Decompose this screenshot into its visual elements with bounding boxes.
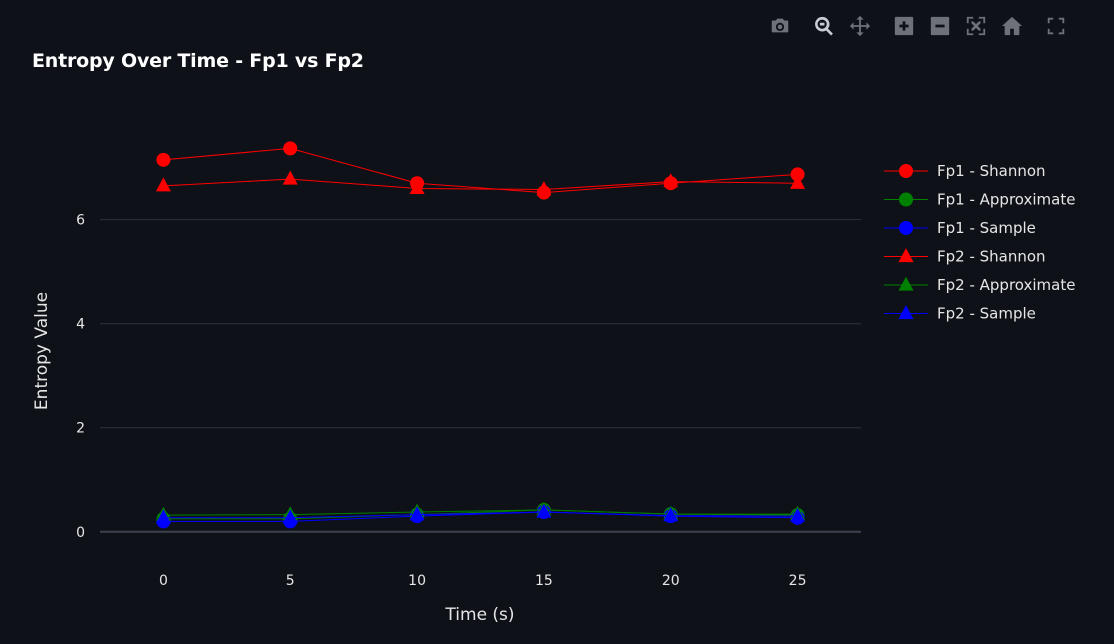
autoscale-icon [966, 16, 986, 36]
legend-label: Fp2 - Sample [937, 305, 1036, 323]
data-point-fp1-shannon[interactable] [156, 152, 171, 167]
y-tick-labels: 0 2 4 6 [76, 213, 85, 541]
home-icon [1001, 16, 1023, 36]
legend-label: Fp2 - Approximate [937, 276, 1075, 294]
gridlines [100, 219, 861, 533]
data-point-fp1-shannon[interactable] [790, 167, 805, 182]
data-point-fp2-sample[interactable] [790, 507, 806, 522]
legend: Fp1 - Shannon Fp1 - Approximate Fp1 - Samp… [884, 162, 1075, 323]
series-fp2-sample [155, 503, 806, 524]
data-point-fp2-shannon[interactable] [282, 170, 298, 185]
legend-marker [899, 164, 913, 178]
y-tick-label: 2 [76, 421, 85, 437]
legend-label: Fp1 - Shannon [937, 162, 1046, 180]
zoom-icon [815, 16, 833, 36]
legend-item-fp2-sample[interactable]: Fp2 - Sample [884, 305, 1036, 323]
data-point-fp2-shannon[interactable] [155, 177, 171, 192]
legend-marker [898, 248, 914, 263]
series-fp2-shannon [155, 170, 806, 196]
chart-title: Entropy Over Time - Fp1 vs Fp2 [32, 50, 364, 72]
legend-item-fp1-shannon[interactable]: Fp1 - Shannon [884, 162, 1046, 180]
x-tick-label: 20 [662, 573, 680, 589]
fullscreen-icon [1047, 17, 1065, 35]
legend-item-fp1-approximate[interactable]: Fp1 - Approximate [884, 191, 1075, 209]
fullscreen-button[interactable] [1038, 12, 1074, 40]
y-tick-label: 4 [76, 317, 85, 333]
data-point-fp2-sample[interactable] [663, 507, 679, 522]
autoscale-button[interactable] [958, 12, 994, 40]
x-tick-label: 25 [789, 573, 807, 589]
legend-label: Fp2 - Shannon [937, 248, 1046, 266]
legend-marker [899, 192, 913, 207]
y-axis-title: Entropy Value [32, 292, 52, 410]
x-tick-label: 0 [159, 573, 168, 589]
data-point-fp2-sample[interactable] [282, 509, 298, 524]
pan-button[interactable] [842, 12, 878, 40]
series-line-fp1-sample [163, 511, 798, 522]
legend-item-fp1-sample[interactable]: Fp1 - Sample [884, 219, 1036, 237]
legend-item-fp2-shannon[interactable]: Fp2 - Shannon [884, 248, 1046, 266]
x-tick-label: 10 [408, 573, 426, 589]
legend-marker [898, 276, 914, 291]
modebar [762, 12, 1074, 40]
data-point-fp2-sample[interactable] [155, 509, 171, 524]
x-tick-labels: 0 5 10 15 20 25 [159, 573, 807, 589]
zoom-button[interactable] [806, 12, 842, 40]
data-point-fp2-sample[interactable] [536, 503, 552, 518]
y-tick-label: 6 [76, 213, 85, 229]
data-point-fp2-shannon[interactable] [790, 174, 806, 189]
legend-item-fp2-approximate[interactable]: Fp2 - Approximate [884, 276, 1075, 294]
series-line-fp2-sample [163, 511, 798, 519]
zoom-out-icon [930, 16, 950, 36]
legend-marker [899, 221, 913, 235]
legend-label: Fp1 - Approximate [937, 191, 1075, 209]
zoom-out-button[interactable] [922, 12, 958, 40]
y-tick-label: 0 [76, 525, 85, 541]
data-point-fp2-shannon[interactable] [409, 180, 425, 195]
reset-axes-button[interactable] [994, 12, 1030, 40]
legend-label: Fp1 - Sample [937, 219, 1036, 237]
data-point-fp2-shannon[interactable] [663, 173, 679, 188]
legend-marker [898, 305, 914, 320]
series-fp1-sample [156, 505, 805, 529]
pan-icon [849, 15, 871, 37]
series-line-fp1-shannon [163, 147, 798, 194]
zoom-in-icon [894, 16, 914, 36]
series-line-fp2-shannon [163, 178, 798, 190]
x-tick-label: 15 [535, 573, 553, 589]
series-layer [155, 141, 806, 529]
series-line-fp2-approximate [163, 509, 798, 516]
x-tick-label: 5 [286, 573, 295, 589]
data-point-fp2-shannon[interactable] [536, 181, 552, 196]
data-point-fp2-sample[interactable] [409, 506, 425, 521]
camera-icon [771, 18, 789, 33]
data-point-fp1-shannon[interactable] [283, 141, 298, 156]
x-axis-title: Time (s) [444, 605, 514, 625]
series-fp1-shannon [156, 141, 805, 200]
zoom-in-button[interactable] [886, 12, 922, 40]
camera-button[interactable] [762, 12, 798, 40]
